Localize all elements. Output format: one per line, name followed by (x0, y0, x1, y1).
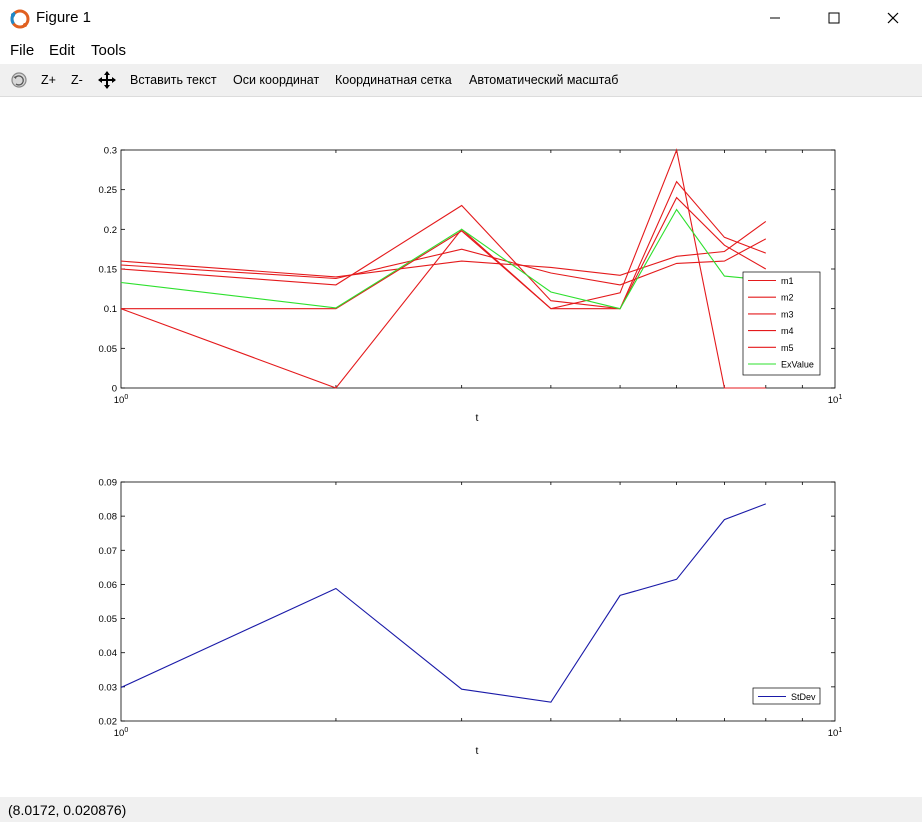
status-bar: (8.0172, 0.020876) (0, 797, 922, 822)
legend: StDev (752, 687, 821, 705)
legend-label: m1 (781, 276, 794, 286)
window-title: Figure 1 (36, 9, 92, 26)
pan-icon[interactable] (97, 70, 117, 90)
y-tick-label: 0.3 (104, 146, 117, 157)
menu-bar: File Edit Tools (0, 38, 922, 62)
x-tick-label: 100 (114, 394, 129, 406)
zoom-in-button[interactable]: Z+ (41, 73, 56, 87)
x-axis-label: t (476, 412, 479, 424)
octave-logo-icon (10, 9, 30, 29)
x-tick-label: 101 (828, 727, 843, 739)
y-tick-label: 0.05 (99, 614, 118, 625)
minimize-icon (770, 17, 780, 19)
y-tick-label: 0.15 (99, 265, 118, 276)
y-tick-label: 0.2 (104, 225, 117, 236)
zoom-out-button[interactable]: Z- (71, 73, 83, 87)
grid-button[interactable]: Координатная сетка (335, 73, 452, 87)
legend-label: StDev (791, 692, 816, 702)
legend-label: m3 (781, 309, 794, 319)
y-tick-label: 0.06 (99, 580, 118, 591)
chart-2: 0.02 0.03 0.04 0.05 0.06 0.07 0.08 0.09 100 101 t S… (99, 478, 843, 758)
y-tick-label: 0.08 (99, 512, 118, 523)
y-tick-label: 0.03 (99, 682, 118, 693)
legend-label: ExValue (781, 360, 814, 370)
rotate-icon[interactable] (9, 70, 29, 90)
x-tick-label: 101 (828, 394, 843, 406)
close-button[interactable] (870, 0, 916, 36)
chart-1: 0 0.05 0.1 0.15 0.2 0.25 0.3 100 101 t m1 m2 m3 m4 m5 E… (99, 146, 843, 425)
series-line-m1 (120, 220, 767, 278)
cursor-coordinates: (8.0172, 0.020876) (8, 802, 127, 818)
figure-canvas[interactable]: 0 0.05 0.1 0.15 0.2 0.25 0.3 100 101 t m1 m2 m3 m4 m5 E… (0, 97, 922, 797)
close-icon (887, 12, 899, 24)
menu-edit[interactable]: Edit (49, 42, 75, 59)
y-tick-label: 0.25 (99, 185, 118, 196)
y-tick-label: 0.07 (99, 546, 118, 557)
x-tick-label: 100 (114, 727, 129, 739)
figure-plots[interactable]: 0 0.05 0.1 0.15 0.2 0.25 0.3 100 101 t m1 m2 m3 m4 m5 E… (0, 97, 922, 797)
maximize-button[interactable] (811, 0, 857, 36)
autoscale-button[interactable]: Автоматический масштаб (469, 73, 619, 87)
series-line-stdev (120, 503, 766, 703)
legend-box (742, 271, 821, 376)
y-tick-label: 0.09 (99, 478, 118, 489)
series-line-exvalue (120, 208, 766, 310)
y-tick-label: 0.02 (99, 717, 118, 728)
minimize-button[interactable] (752, 0, 798, 36)
y-tick-label: 0.04 (99, 648, 118, 659)
legend-label: m2 (781, 293, 794, 303)
x-axis-label: t (476, 745, 479, 757)
insert-text-button[interactable]: Вставить текст (130, 73, 217, 87)
legend-label: m5 (781, 343, 794, 353)
title-bar: Figure 1 (0, 0, 922, 36)
legend-label: m4 (781, 326, 794, 336)
y-tick-label: 0.1 (104, 304, 117, 315)
axes-box (120, 481, 836, 722)
maximize-icon (828, 12, 840, 24)
series-line-m3 (121, 180, 766, 310)
y-tick-label: 0.05 (99, 344, 118, 355)
series-line-m5 (120, 196, 767, 310)
legend: m1 m2 m3 m4 m5 ExValue (742, 271, 821, 376)
axes-button[interactable]: Оси координат (233, 73, 320, 87)
legend-box (752, 687, 821, 705)
y-tick-label: 0 (112, 384, 117, 395)
menu-file[interactable]: File (10, 42, 35, 59)
menu-tools[interactable]: Tools (91, 42, 127, 59)
series-line-m4 (120, 238, 767, 286)
figure-toolbar: Z+ Z- Вставить текст Оси координат Коорд… (0, 64, 922, 97)
